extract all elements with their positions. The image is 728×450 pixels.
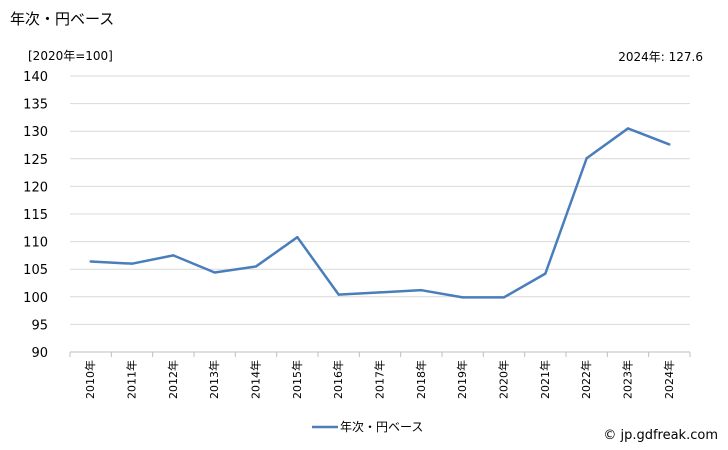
x-tick-label: 2022年	[579, 360, 593, 399]
y-axis-ticks: 90 95 100 105 110 115 120 125 130 135 140	[23, 70, 48, 361]
y-tick-label: 110	[23, 236, 48, 251]
legend: 年次・円ベース	[312, 420, 423, 434]
y-tick-label: 140	[23, 70, 48, 85]
grid-lines	[70, 75, 690, 353]
y-tick-label: 115	[23, 208, 48, 223]
series-group	[89, 127, 671, 299]
x-tick-label: 2019年	[455, 360, 469, 399]
data-point	[626, 127, 630, 130]
x-tick-label: 2011年	[125, 360, 139, 399]
y-tick-label: 135	[23, 98, 48, 113]
data-point	[378, 291, 382, 294]
x-tick-label: 2016年	[331, 360, 345, 399]
y-tick-label: 105	[23, 263, 48, 278]
data-point	[213, 271, 216, 274]
x-tick-label: 2021年	[538, 360, 552, 399]
latest-value-label: 2024年: 127.6	[618, 50, 703, 64]
y-tick-label: 95	[31, 318, 48, 333]
x-tick-label: 2018年	[414, 360, 428, 399]
data-point	[130, 262, 134, 265]
x-tick-label: 2010年	[83, 360, 97, 399]
chart-title: 年次・円ベース	[10, 10, 115, 28]
footer-credit: © jp.gdfreak.com	[603, 428, 718, 443]
y-tick-label: 100	[23, 291, 48, 306]
data-point	[461, 296, 464, 299]
x-tick-label: 2012年	[166, 360, 180, 399]
x-tick-label: 2017年	[373, 360, 387, 399]
y-tick-label: 125	[23, 153, 48, 168]
y-tick-label: 90	[31, 346, 48, 361]
data-point	[668, 143, 671, 146]
x-tick-label: 2014年	[249, 360, 263, 399]
series-line	[90, 127, 670, 299]
y-tick-label: 120	[23, 180, 48, 195]
x-tick-label: 2020年	[497, 360, 511, 399]
x-tick-label: 2023年	[621, 360, 635, 399]
data-point	[89, 260, 92, 263]
data-point	[420, 288, 423, 292]
data-point	[585, 157, 588, 160]
data-point	[544, 272, 547, 275]
data-point	[502, 296, 506, 299]
x-axis-ticks: 2010年 2011年 2012年 2013年 2014年 2015年 2016年 2017年…	[69, 352, 691, 399]
data-point	[172, 254, 175, 257]
data-point	[254, 265, 258, 268]
y-tick-label: 130	[23, 125, 48, 140]
x-tick-label: 2013年	[207, 360, 221, 399]
x-tick-label: 2015年	[290, 360, 304, 399]
legend-label: 年次・円ベース	[340, 420, 423, 434]
data-point	[296, 235, 299, 239]
unit-label: [2020年=100]	[28, 49, 113, 63]
x-tick-label: 2024年	[662, 360, 676, 399]
data-point	[337, 293, 340, 296]
